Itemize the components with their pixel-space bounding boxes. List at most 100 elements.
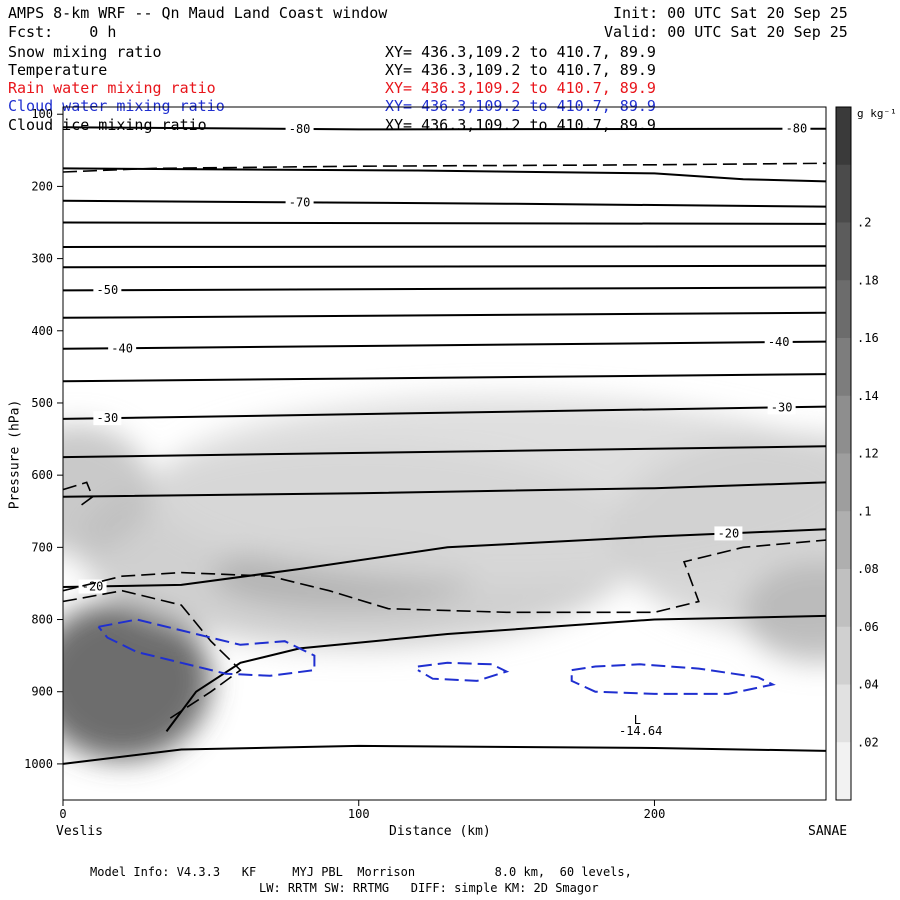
temperature-label-10-0: -30 [97, 411, 119, 425]
legend-temperature-xy: XY= 436.3,109.2 to 410.7, 89.9 [385, 61, 656, 79]
y-tick-label-6: 700 [31, 540, 53, 554]
init-time: Init: 00 UTC Sat 20 Sep 25 [613, 4, 848, 22]
legend-rain-label: Rain water mixing ratio [8, 79, 216, 97]
y-tick-label-5: 600 [31, 468, 53, 482]
temperature-label-bg-0-1 [782, 121, 811, 136]
y-tick-label-4: 500 [31, 396, 53, 410]
colorbar-segment-2 [836, 222, 851, 281]
annotation-0: L [634, 713, 641, 727]
colorbar-segment-6 [836, 453, 851, 512]
colorbar-tick-label-5: .12 [857, 447, 879, 461]
y-tick-label-7: 800 [31, 613, 53, 627]
x-tick-label-1: 100 [348, 807, 370, 821]
temperature-label-bg-0-0 [285, 121, 314, 136]
temperature-contour-0 [63, 126, 826, 131]
temperature-contour-2 [63, 199, 826, 208]
temperature-label-bg-8-1 [764, 335, 793, 350]
temperature-label-6-0: -50 [97, 283, 119, 297]
model-info-line2: LW: RRTM SW: RRTMG DIFF: simple KM: 2D S… [259, 881, 599, 895]
axes-layer: 100 200 300 400 500 600 700 800 900 1000 0 100 200 [24, 107, 665, 821]
snow-shading-layer [63, 395, 826, 761]
colorbar-tick-label-4: .1 [857, 504, 871, 518]
temperature-contour-7 [63, 311, 826, 319]
cloud-water-contour-2 [570, 663, 776, 695]
colorbar-segment-5 [836, 395, 851, 454]
colorbar-tick-label-2: .06 [857, 620, 879, 634]
colorbar-tick-label-0: .02 [857, 735, 879, 749]
temperature-label-bg-8-0 [108, 341, 137, 356]
legend-cloud-water-xy: XY= 436.3,109.2 to 410.7, 89.9 [385, 97, 656, 115]
temperature-contour-3 [63, 221, 826, 225]
temperature-contour-5 [63, 264, 826, 269]
colorbar-frame [835, 106, 852, 801]
y-tick-label-2: 300 [31, 252, 53, 266]
colorbar-tick-label-7: .16 [857, 331, 879, 345]
colorbar-segment-11 [836, 742, 851, 801]
y-tick-label-0: 100 [31, 107, 53, 121]
colorbar-tick-label-9: .2 [857, 216, 871, 230]
snow-blob-6 [63, 424, 152, 555]
x-end-label: SANAE [808, 824, 848, 839]
colorbar-segment-8 [836, 569, 851, 628]
temperature-contour-11 [63, 445, 826, 459]
x-tick-label-2: 200 [644, 807, 666, 821]
plot-frame [62, 106, 827, 801]
snow-blob-5 [743, 561, 826, 663]
temperature-contour-8 [63, 340, 826, 350]
annotation-1: -14.64 [619, 724, 662, 738]
legend-snow-label: Snow mixing ratio [8, 43, 162, 61]
temperature-contour-4 [63, 245, 826, 248]
y-tick-label-3: 400 [31, 324, 53, 338]
contour-layer: -80 -80 -70 -50 -40 -40 -30 -30 -20 -20 L-14.64 [63, 121, 826, 765]
colorbar-segment-4 [836, 338, 851, 397]
temperature-label-bg-13-1 [714, 526, 743, 541]
y-tick-label-9: 1000 [24, 757, 53, 771]
colorbar-tick-label-3: .08 [857, 562, 879, 576]
legend-snow-xy: XY= 436.3,109.2 to 410.7, 89.9 [385, 43, 656, 61]
colorbar-tick-label-1: .04 [857, 678, 879, 692]
colorbar-segment-7 [836, 511, 851, 570]
legend-cloud-water-label: Cloud water mixing ratio [8, 97, 225, 115]
temperature-label-bg-10-1 [767, 400, 796, 415]
cloud-ice-contour-0 [63, 162, 826, 173]
chart-title: AMPS 8-km WRF -- Qn Maud Land Coast wind… [8, 4, 388, 22]
y-tick-label-1: 200 [31, 179, 53, 193]
colorbar-segment-0 [836, 107, 851, 166]
temperature-contour-10 [63, 405, 826, 420]
cloud-ice-contour-2 [63, 589, 242, 722]
temperature-label-bg-10-0 [93, 411, 122, 426]
temperature-label-8-0: -40 [111, 341, 133, 355]
temperature-label-bg-6-0 [93, 283, 122, 298]
forecast-hour: Fcst: 0 h [8, 23, 117, 41]
temperature-contour-9 [63, 373, 826, 383]
colorbar-segment-10 [836, 684, 851, 743]
colorbar: .02 .04 .06 .08 .1 .12 .14 .16 .18 .2 g kg⁻¹ [835, 106, 897, 801]
colorbar-segment-3 [836, 280, 851, 339]
cloud-water-contour-0 [97, 618, 316, 677]
temperature-contour-15 [63, 744, 826, 765]
colorbar-unit: g kg⁻¹ [857, 107, 897, 120]
y-tick-label-8: 900 [31, 685, 53, 699]
legend-temperature-label: Temperature [8, 61, 108, 79]
temperature-label-13-0: -20 [82, 580, 104, 594]
temperature-contour-1 [63, 167, 826, 183]
temperature-label-8-1: -40 [768, 335, 790, 349]
cloud-ice-contour-1 [63, 539, 826, 614]
temperature-label-bg-13-0 [78, 579, 107, 594]
temperature-contour-6 [63, 286, 826, 292]
valid-time: Valid: 00 UTC Sat 20 Sep 25 [604, 23, 848, 41]
temperature-label-0-0: -80 [289, 122, 311, 136]
legend-rain-xy: XY= 436.3,109.2 to 410.7, 89.9 [385, 79, 656, 97]
temperature-label-10-1: -30 [771, 400, 793, 414]
temperature-label-0-1: -80 [786, 122, 808, 136]
cloud-water-contour-1 [417, 661, 510, 682]
temperature-label-2-0: -70 [289, 195, 311, 209]
temperature-label-bg-2-0 [285, 195, 314, 210]
temperature-label-13-1: -20 [718, 526, 740, 540]
y-axis-title: Pressure (hPa) [7, 399, 23, 510]
colorbar-segment-9 [836, 626, 851, 685]
temperature-contour-13 [63, 528, 826, 588]
model-info-line1: Model Info: V4.3.3 KF MYJ PBL Morrison 8… [90, 865, 632, 879]
colorbar-segment-1 [836, 164, 851, 223]
